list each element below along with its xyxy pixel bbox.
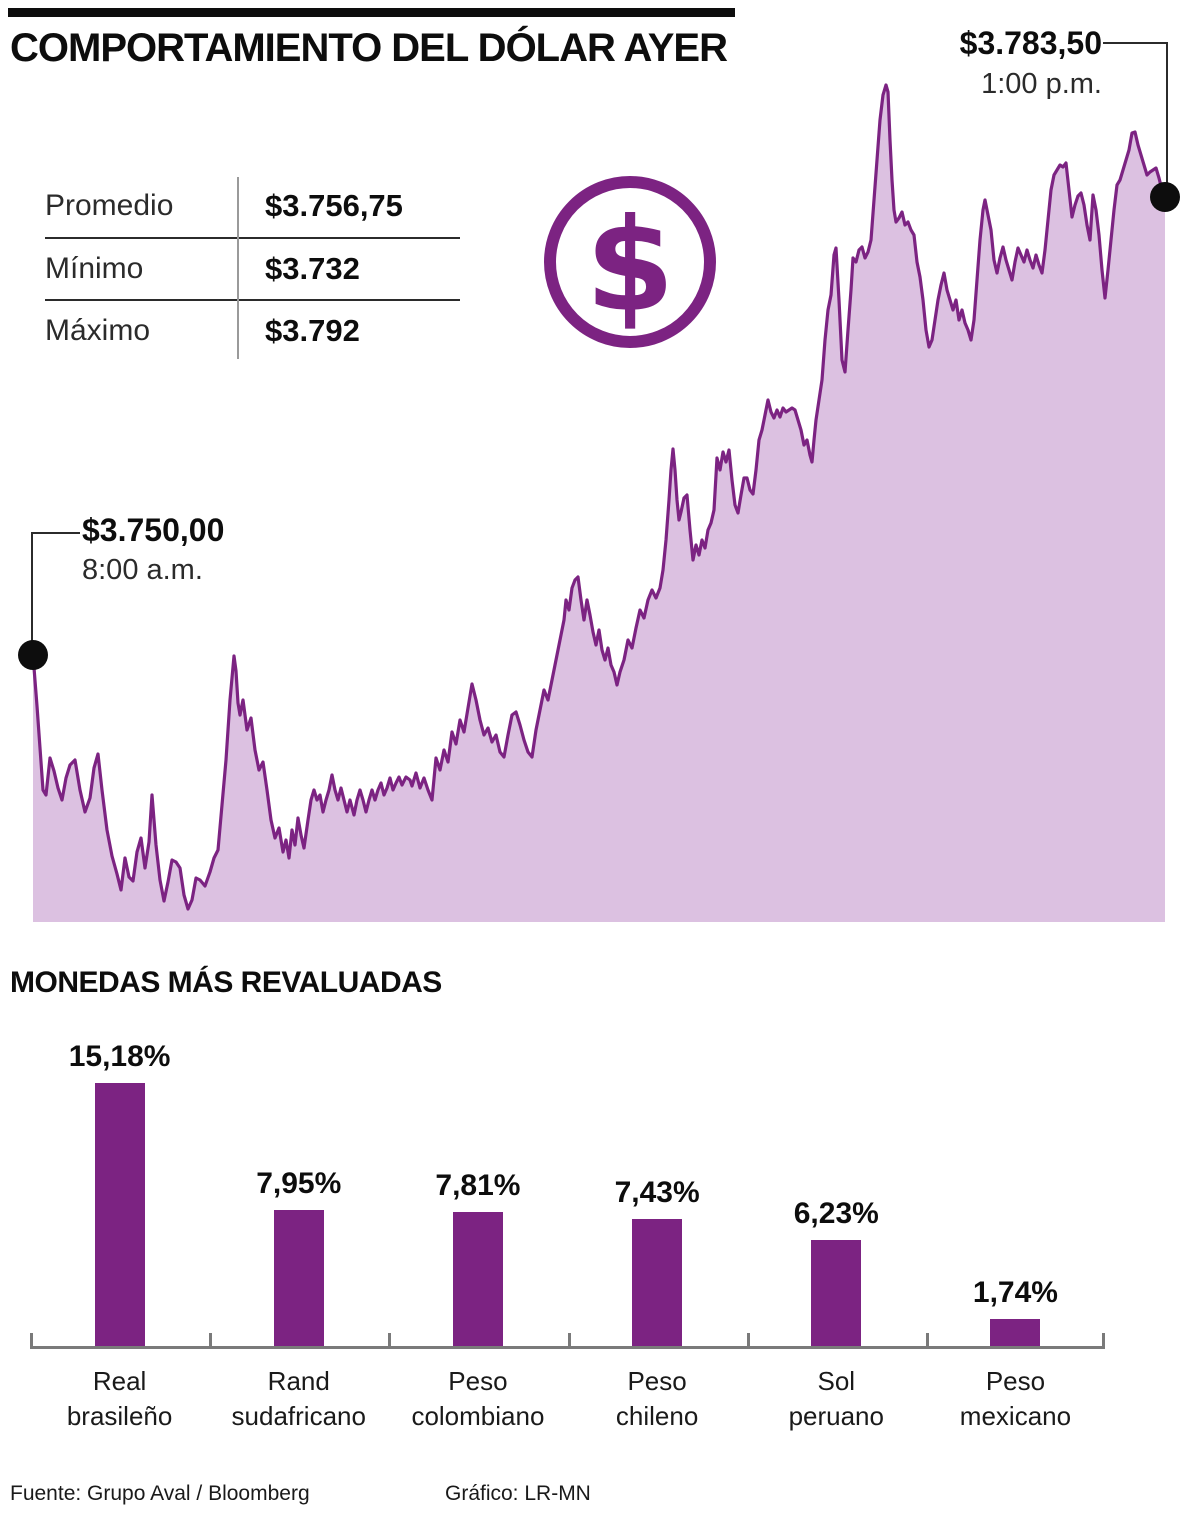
stats-table: Promedio $3.756,75 Mínimo $3.732 Máximo $3.79… [45,175,460,361]
bar-column: 6,23% [747,1040,926,1349]
stats-row: Máximo $3.792 [45,299,460,361]
bar-category-label-line: Peso [627,1366,687,1396]
bar-value-label: 7,81% [435,1169,521,1202]
start-time-label: 8:00 a.m. [82,554,203,586]
bar-category-label: Peso mexicano [926,1364,1105,1434]
axis-tick [1102,1333,1105,1349]
stats-value: $3.756,75 [265,188,403,223]
bar [811,1240,862,1349]
bar-category-label-line: Peso [985,1366,1046,1396]
bar-category-label: Rand sudafricano [209,1364,388,1434]
stats-row: Mínimo $3.732 [45,237,460,299]
page-title: COMPORTAMIENTO DEL DÓLAR AYER [10,26,728,70]
bar-category-label-line: Sol [817,1366,856,1396]
bar-column: 1,74% [926,1040,1105,1349]
bar [273,1210,324,1349]
bar-value-label: 15,18% [68,1040,171,1073]
axis-tick [388,1333,391,1349]
area-fill [33,85,1165,922]
bar-value-label: 7,95% [256,1167,342,1200]
bar-category-label-line: brasileño [66,1401,173,1432]
bar [94,1083,145,1349]
bar-category-label: Peso colombiano [388,1364,567,1434]
end-annotation-connector [1103,42,1168,183]
bar-column: 7,95% [209,1040,388,1349]
intraday-area-chart [18,42,1180,922]
stats-label: Máximo [45,314,151,347]
bar-category-label-line: sudafricano [231,1401,366,1432]
bar-category-label: Real brasileño [30,1364,209,1434]
bar-column: 15,18% [30,1040,209,1349]
dollar-icon-glyph: $ [585,192,674,341]
revalued-currencies-bar-chart: 15,18% 7,95% 7,81% 7,43% 6,23% 1,74% [30,1040,1105,1349]
axis-tick [926,1333,929,1349]
bar [452,1212,503,1349]
stats-label: Promedio [45,189,174,222]
bar-chart-category-labels: Real brasileño Rand sudafricano Peso colombia… [30,1364,1105,1434]
bar-column: 7,81% [388,1040,567,1349]
dollar-icon-ring [544,176,716,348]
bar-chart-baseline [30,1346,1105,1349]
end-price-label: $3.783,50 [959,25,1102,61]
stats-row: Promedio $3.756,75 [45,175,460,237]
dollar-sign-icon: $ [540,172,720,352]
bar-category-label-line: chileno [615,1401,699,1432]
start-price-label: $3.750,00 [82,512,225,548]
stats-value: $3.732 [265,251,360,286]
stats-value: $3.792 [265,313,360,348]
stats-label: Mínimo [45,252,144,285]
bar-category-label-line: mexicano [959,1401,1072,1432]
bar-value-label: 7,43% [614,1176,700,1209]
bar-value-label: 1,74% [972,1276,1058,1309]
bar [990,1319,1041,1349]
bar-section-title: MONEDAS MÁS REVALUADAS [10,966,442,999]
bar-category-label-line: peruano [788,1401,884,1432]
bar-category-label-line: colombiano [411,1401,545,1432]
top-accent-bar [8,8,735,17]
stats-table-divider [237,177,239,359]
bar-value-label: 6,23% [793,1197,879,1230]
graphic-credit: Gráfico: LR-MN [445,1482,591,1505]
axis-tick [747,1333,750,1349]
bar-category-label-line: Peso [448,1366,508,1396]
start-annotation-connector [31,532,80,641]
bar-column: 7,43% [568,1040,747,1349]
axis-tick [209,1333,212,1349]
source-credit: Fuente: Grupo Aval / Bloomberg [10,1482,310,1505]
start-point-marker [18,640,48,670]
bar-category-label-line: Rand [267,1366,330,1396]
bar-category-label-line: Real [92,1366,147,1396]
end-time-label: 1:00 p.m. [981,68,1102,100]
axis-tick [568,1333,571,1349]
end-point-marker [1150,182,1180,212]
bar-category-label: Peso chileno [568,1364,747,1434]
axis-tick [30,1333,33,1349]
price-line [31,83,1167,911]
bar-category-label: Sol peruano [747,1364,926,1434]
bar [632,1219,683,1349]
